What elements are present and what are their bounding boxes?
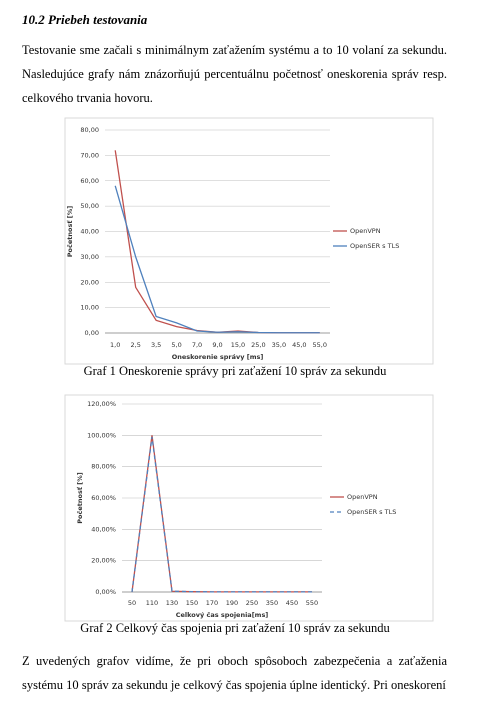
- y-tick-label: 50,00: [80, 202, 99, 210]
- y-tick-label: 0,00: [85, 329, 99, 337]
- legend-label: OpenSER s TLS: [347, 508, 396, 516]
- y-tick-label: 80,00: [80, 126, 99, 134]
- y-axis-title: Početnosť [%]: [65, 206, 74, 257]
- x-tick-label: 450: [286, 599, 298, 607]
- x-tick-label: 45,0: [292, 341, 306, 349]
- y-tick-label: 20,00%: [91, 557, 116, 565]
- x-tick-label: 1,0: [110, 341, 120, 349]
- x-tick-label: 5,0: [171, 341, 181, 349]
- chart: 0,00 10,00 20,00 30,00 40,00 50,00 60,00 70,00 8…: [64, 117, 434, 365]
- x-tick-label: 9,0: [212, 341, 222, 349]
- y-tick-label: 40,00: [80, 228, 99, 236]
- x-axis-title: Celkový čas spojenia[ms]: [176, 610, 269, 619]
- y-tick-label: 70,00: [80, 151, 99, 159]
- y-tick-label: 80,00%: [91, 463, 116, 471]
- chart-frame: [64, 394, 434, 622]
- y-tick-label: 40,00%: [91, 525, 116, 533]
- series-line: [114, 185, 320, 334]
- x-tick-label: 130: [166, 599, 178, 607]
- x-tick-label: 250: [246, 599, 258, 607]
- x-tick-label: 35,0: [272, 341, 286, 349]
- x-tick-label: 15,0: [231, 341, 245, 349]
- x-tick-label: 150: [186, 599, 198, 607]
- legend-label: OpenVPN: [347, 493, 378, 501]
- y-tick-label: 100,00%: [87, 431, 116, 439]
- x-tick-label: 25,0: [251, 341, 265, 349]
- legend-label: OpenSER s TLS: [350, 242, 399, 250]
- y-tick-label: 60,00: [80, 177, 99, 185]
- x-tick-label: 2,5: [131, 341, 141, 349]
- x-tick-label: 190: [226, 599, 238, 607]
- y-tick-label: 10,00: [80, 304, 99, 312]
- x-tick-label: 170: [206, 599, 218, 607]
- y-tick-label: 30,00: [80, 253, 99, 261]
- x-axis-title: Oneskorenie správy [ms]: [172, 353, 264, 361]
- x-tick-label: 550: [306, 599, 318, 607]
- paragraph: Z uvedených grafov vidíme, že pri oboch …: [22, 654, 447, 692]
- x-tick-label: 7,0: [192, 341, 202, 349]
- x-tick-label: 350: [266, 599, 278, 607]
- y-tick-label: 60,00%: [91, 494, 116, 502]
- x-tick-label: 55,0: [313, 341, 327, 349]
- chart: 0,00% 20,00% 40,00% 60,00% 80,00% 100,00% 120,…: [64, 394, 434, 622]
- caption: Graf 1 Oneskorenie správy pri zaťažení 1…: [83, 364, 387, 378]
- series-line: [131, 435, 312, 593]
- x-tick-label: 110: [146, 599, 158, 607]
- chart-frame: [64, 117, 434, 365]
- y-tick-label: 20,00: [80, 278, 99, 286]
- caption: Graf 2 Celkový čas spojenia pri zaťažení…: [80, 621, 390, 635]
- y-tick-label: 120,00%: [87, 400, 116, 408]
- paragraph: Testovanie sme začali s minimálnym zaťaž…: [22, 43, 447, 105]
- y-axis-title: Početnosť [%]: [75, 472, 84, 523]
- series-line: [131, 436, 312, 593]
- legend-label: OpenVPN: [350, 227, 381, 235]
- y-tick-label: 0,00%: [95, 588, 116, 596]
- x-tick-label: 3,5: [151, 341, 161, 349]
- heading: 10.2 Priebeh testovania: [22, 12, 148, 27]
- x-tick-label: 50: [128, 599, 136, 607]
